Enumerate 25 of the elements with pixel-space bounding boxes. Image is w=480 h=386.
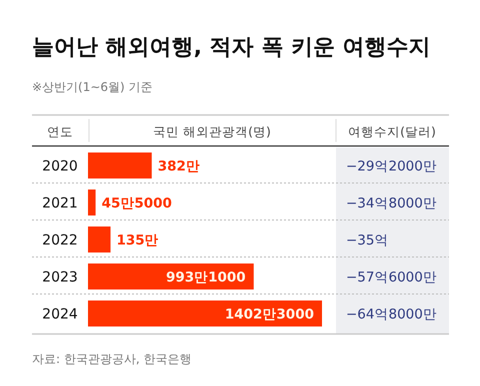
bar xyxy=(88,300,322,326)
text: 자료: 한국관광공사, 한국은행 xyxy=(32,352,192,366)
text: −29억2000만 xyxy=(346,158,437,174)
bar xyxy=(88,226,111,252)
x-axis-title: 국민 해외관광객(명) xyxy=(153,124,271,139)
text: −64억8000만 xyxy=(346,306,437,322)
data-label: 382만 xyxy=(158,158,200,174)
chart-title: 늘어난 해외여행, 적자 폭 키운 여행수지 xyxy=(32,35,431,60)
y-tick-label: 2022 xyxy=(42,232,78,248)
y-axis-title: 연도 xyxy=(47,124,73,139)
data-label: 1402만3000 xyxy=(224,306,314,322)
y-tick-label: 2021 xyxy=(42,196,78,212)
y-tick-label: 2024 xyxy=(42,306,78,322)
text: −35억 xyxy=(346,232,388,248)
bar xyxy=(88,152,152,178)
bar xyxy=(88,190,96,216)
data-label: 993만1000 xyxy=(166,270,246,286)
data-label: 135만 xyxy=(116,232,159,248)
text: 여행수지(달러) xyxy=(348,124,436,139)
chart-subtitle: ※상반기(1~6월) 기준 xyxy=(32,80,153,94)
text: −57억6000만 xyxy=(346,270,437,286)
text: −34억8000만 xyxy=(346,196,437,212)
y-tick-label: 2023 xyxy=(42,270,78,286)
data-label: 45만5000 xyxy=(102,196,172,212)
y-tick-label: 2020 xyxy=(42,158,78,174)
